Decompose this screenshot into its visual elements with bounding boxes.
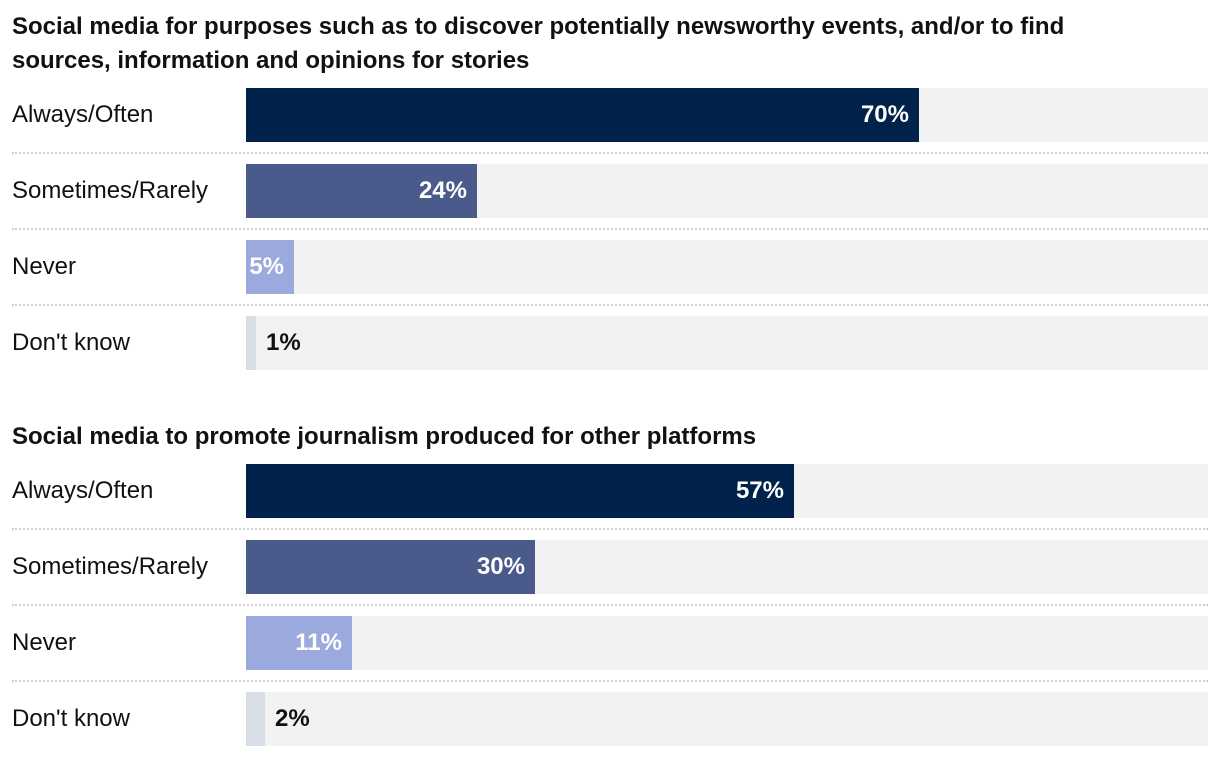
bar-track: 30% bbox=[246, 540, 1208, 594]
category-label: Sometimes/Rarely bbox=[12, 177, 209, 204]
category-label: Always/Often bbox=[12, 477, 154, 504]
bar-track: 5% bbox=[246, 240, 1208, 294]
bar bbox=[246, 464, 794, 518]
bar-row: Always/Often 70% bbox=[0, 88, 1220, 164]
value-label: 24% bbox=[418, 177, 467, 204]
bar bbox=[246, 316, 256, 370]
bar bbox=[246, 164, 477, 218]
bar-row: Don't know 2% bbox=[0, 692, 1220, 768]
panel-title: Social media to promote journalism produ… bbox=[12, 423, 757, 450]
bar-row: Never 5% bbox=[0, 240, 1220, 316]
bar-track: 1% bbox=[246, 316, 1208, 370]
row-divider bbox=[12, 528, 1208, 530]
row-divider bbox=[12, 152, 1208, 154]
category-label: Never bbox=[12, 629, 77, 656]
bar-row: Sometimes/Rarely 24% bbox=[0, 164, 1220, 240]
value-label: 30% bbox=[476, 553, 525, 580]
category-label: Never bbox=[12, 253, 77, 280]
bar bbox=[246, 540, 535, 594]
value-label: 70% bbox=[860, 101, 909, 128]
bar-row: Sometimes/Rarely 30% bbox=[0, 540, 1220, 616]
bar bbox=[246, 240, 294, 294]
bar-track: 11% bbox=[246, 616, 1208, 670]
bar-track: 24% bbox=[246, 164, 1208, 218]
bar bbox=[246, 692, 265, 746]
bar-row: Never 11% bbox=[0, 616, 1220, 692]
panel-title: Social media for purposes such as to dis… bbox=[12, 13, 1065, 74]
bar-track: 57% bbox=[246, 464, 1208, 518]
row-divider bbox=[12, 304, 1208, 306]
category-label: Sometimes/Rarely bbox=[12, 553, 209, 580]
category-label: Don't know bbox=[12, 329, 130, 356]
bar-row: Always/Often 57% bbox=[0, 464, 1220, 540]
bar bbox=[246, 616, 352, 670]
value-label: 57% bbox=[735, 477, 784, 504]
bar-track: 70% bbox=[246, 88, 1208, 142]
bar bbox=[246, 88, 919, 142]
value-label: 11% bbox=[295, 629, 342, 656]
bar-row: Don't know 1% bbox=[0, 316, 1220, 392]
row-divider bbox=[12, 604, 1208, 606]
value-label: 5% bbox=[249, 253, 284, 280]
row-divider bbox=[12, 228, 1208, 230]
value-label: 2% bbox=[275, 705, 310, 732]
category-label: Don't know bbox=[12, 705, 130, 732]
bar-track: 2% bbox=[246, 692, 1208, 746]
category-label: Always/Often bbox=[12, 101, 154, 128]
value-label: 1% bbox=[266, 329, 301, 356]
row-divider bbox=[12, 680, 1208, 682]
